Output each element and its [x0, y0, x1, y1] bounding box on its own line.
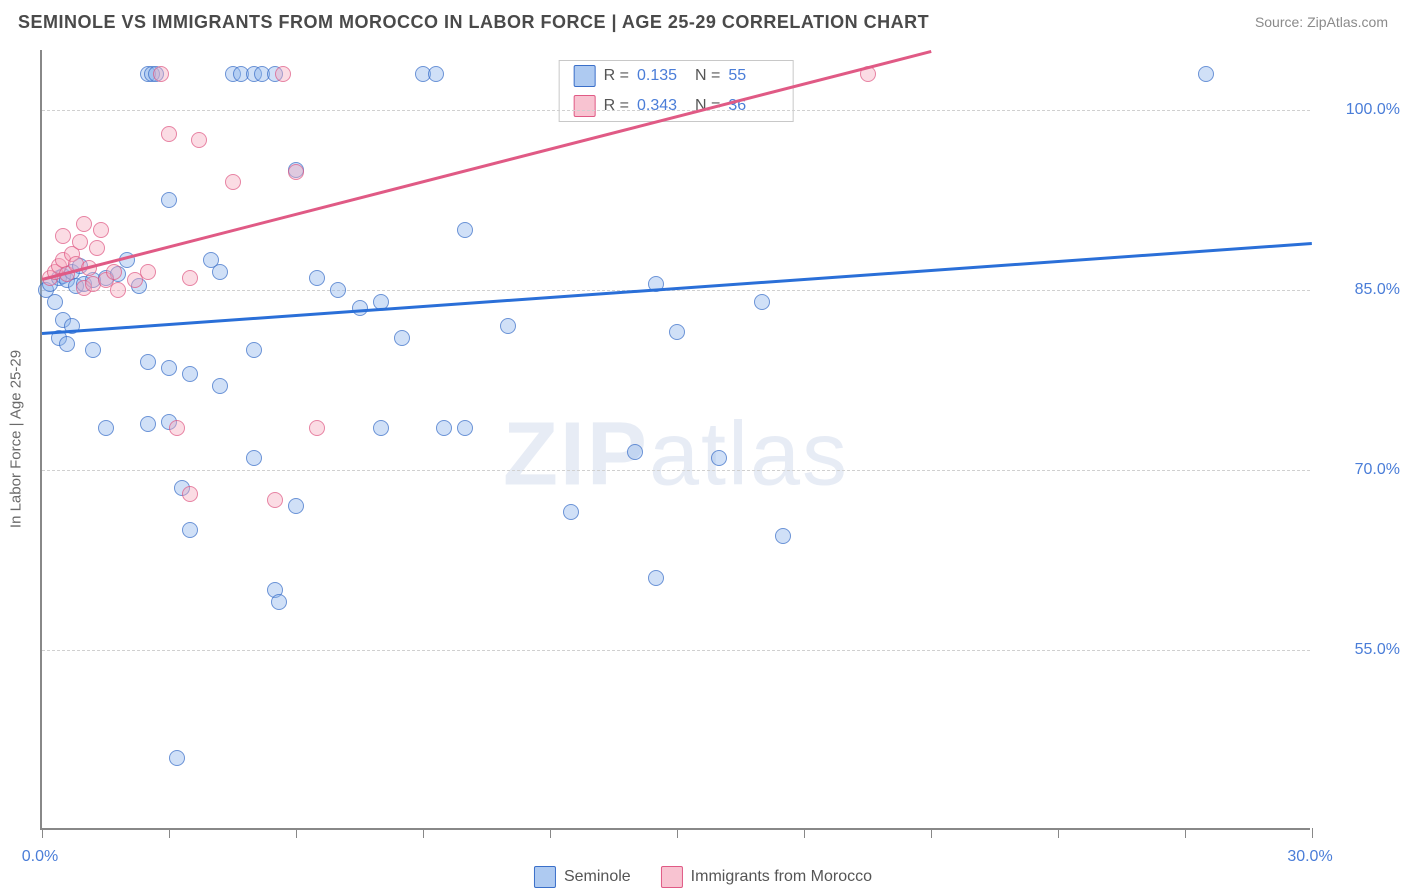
gridline	[42, 290, 1310, 291]
x-tick-label: 30.0%	[1287, 848, 1332, 866]
data-point-seminole	[1198, 66, 1214, 82]
chart-title: SEMINOLE VS IMMIGRANTS FROM MOROCCO IN L…	[18, 12, 929, 33]
data-point-seminole	[373, 420, 389, 436]
data-point-seminole	[457, 222, 473, 238]
y-tick-label: 85.0%	[1320, 281, 1400, 299]
data-point-morocco	[267, 492, 283, 508]
x-tick-label: 0.0%	[22, 848, 58, 866]
data-point-seminole	[161, 360, 177, 376]
x-tick	[296, 828, 297, 838]
data-point-seminole	[47, 294, 63, 310]
data-point-seminole	[330, 282, 346, 298]
data-point-seminole	[271, 594, 287, 610]
data-point-seminole	[212, 264, 228, 280]
data-point-morocco	[191, 132, 207, 148]
data-point-morocco	[106, 264, 122, 280]
data-point-seminole	[288, 498, 304, 514]
data-point-seminole	[309, 270, 325, 286]
data-point-seminole	[627, 444, 643, 460]
data-point-seminole	[648, 570, 664, 586]
y-tick-label: 55.0%	[1320, 641, 1400, 659]
data-point-seminole	[669, 324, 685, 340]
legend-item-seminole: Seminole	[534, 866, 631, 888]
data-point-seminole	[98, 420, 114, 436]
x-tick	[1312, 828, 1313, 838]
data-point-seminole	[246, 450, 262, 466]
data-point-seminole	[711, 450, 727, 466]
legend-swatch-pink	[574, 95, 596, 117]
data-point-morocco	[182, 270, 198, 286]
chart-plot-area: ZIPatlas In Labor Force | Age 25-29 R = …	[40, 50, 1310, 830]
y-tick-label: 100.0%	[1320, 101, 1400, 119]
data-point-morocco	[55, 228, 71, 244]
data-point-seminole	[246, 342, 262, 358]
data-point-morocco	[89, 240, 105, 256]
data-point-seminole	[169, 750, 185, 766]
data-point-seminole	[436, 420, 452, 436]
data-point-morocco	[225, 174, 241, 190]
data-point-seminole	[182, 366, 198, 382]
x-tick	[42, 828, 43, 838]
data-point-morocco	[309, 420, 325, 436]
correlation-legend: R = 0.135 N = 55 R = 0.343 N = 36	[559, 60, 794, 122]
data-point-seminole	[563, 504, 579, 520]
x-tick	[1058, 828, 1059, 838]
legend-item-morocco: Immigrants from Morocco	[661, 866, 872, 888]
gridline	[42, 110, 1310, 111]
data-point-morocco	[140, 264, 156, 280]
x-tick	[1185, 828, 1186, 838]
data-point-seminole	[212, 378, 228, 394]
scatter-plot-svg	[42, 50, 1310, 828]
x-tick	[423, 828, 424, 838]
data-point-seminole	[140, 354, 156, 370]
data-point-seminole	[161, 192, 177, 208]
gridline	[42, 470, 1310, 471]
data-point-morocco	[153, 66, 169, 82]
data-point-seminole	[140, 416, 156, 432]
data-point-morocco	[275, 66, 291, 82]
source-attribution: Source: ZipAtlas.com	[1255, 14, 1388, 30]
data-point-morocco	[110, 282, 126, 298]
gridline	[42, 650, 1310, 651]
data-point-seminole	[428, 66, 444, 82]
data-point-morocco	[169, 420, 185, 436]
x-tick	[169, 828, 170, 838]
legend-row-seminole: R = 0.135 N = 55	[560, 61, 793, 91]
data-point-seminole	[775, 528, 791, 544]
y-tick-label: 70.0%	[1320, 461, 1400, 479]
data-point-seminole	[59, 336, 75, 352]
data-point-morocco	[72, 234, 88, 250]
data-point-morocco	[161, 126, 177, 142]
data-point-morocco	[93, 222, 109, 238]
x-tick	[550, 828, 551, 838]
data-point-morocco	[288, 164, 304, 180]
data-point-seminole	[754, 294, 770, 310]
data-point-seminole	[182, 522, 198, 538]
data-point-seminole	[85, 342, 101, 358]
legend-swatch-blue	[534, 866, 556, 888]
data-point-seminole	[394, 330, 410, 346]
x-tick	[677, 828, 678, 838]
legend-swatch-blue	[574, 65, 596, 87]
x-tick	[931, 828, 932, 838]
series-legend: Seminole Immigrants from Morocco	[534, 866, 872, 888]
y-axis-label: In Labor Force | Age 25-29	[8, 350, 25, 528]
data-point-morocco	[182, 486, 198, 502]
legend-label: Immigrants from Morocco	[691, 868, 872, 886]
data-point-seminole	[457, 420, 473, 436]
data-point-seminole	[352, 300, 368, 316]
x-tick	[804, 828, 805, 838]
data-point-morocco	[76, 216, 92, 232]
legend-label: Seminole	[564, 868, 631, 886]
data-point-seminole	[500, 318, 516, 334]
legend-swatch-pink	[661, 866, 683, 888]
